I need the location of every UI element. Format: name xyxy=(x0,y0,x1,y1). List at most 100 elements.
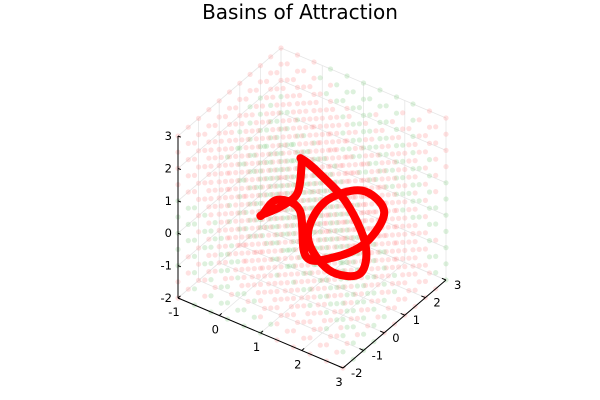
z-tick-label: 3 xyxy=(165,129,172,143)
basin-point xyxy=(416,182,422,188)
basin-point xyxy=(334,284,340,290)
basin-point xyxy=(360,210,367,216)
basin-point xyxy=(191,286,198,292)
basin-point xyxy=(327,147,334,153)
basin-point xyxy=(311,197,317,203)
basin-point xyxy=(369,250,375,256)
basin-point xyxy=(270,224,276,230)
basin-point xyxy=(350,154,356,160)
basin-point xyxy=(311,294,317,300)
basin-point xyxy=(342,235,348,241)
basin-point xyxy=(216,211,222,217)
basin-point xyxy=(344,308,350,314)
basin-point xyxy=(226,105,233,111)
basin-point xyxy=(338,260,344,266)
basin-point xyxy=(307,84,313,90)
basin-point xyxy=(272,183,278,189)
basin-point xyxy=(247,217,253,223)
basin-point xyxy=(284,158,290,164)
basin-point xyxy=(253,152,259,158)
basin-point xyxy=(402,280,408,286)
basin-point xyxy=(377,119,383,125)
basin-point xyxy=(233,218,239,224)
basin-point xyxy=(229,210,235,216)
basin-point xyxy=(348,283,354,289)
basin-point xyxy=(292,133,299,139)
basin-point xyxy=(309,140,315,146)
basin-point xyxy=(272,135,278,141)
basin-point xyxy=(344,89,350,95)
basin-point xyxy=(325,212,332,218)
basin-point xyxy=(253,136,259,142)
basin-point xyxy=(360,112,367,118)
basin-point xyxy=(257,63,263,69)
basin-point xyxy=(239,185,245,191)
basin-point xyxy=(379,160,385,166)
basin-point xyxy=(369,185,375,191)
basin-point xyxy=(301,319,307,325)
basin-point xyxy=(344,340,350,346)
basin-point xyxy=(383,151,389,157)
basin-point xyxy=(239,234,245,240)
basin-point xyxy=(358,291,365,297)
basin-point xyxy=(319,131,325,137)
basin-point xyxy=(406,288,412,294)
basin-point xyxy=(305,181,311,187)
basin-point xyxy=(251,217,257,223)
basin-point xyxy=(375,184,381,190)
basin-point xyxy=(381,281,387,287)
basin-point xyxy=(426,238,433,244)
z-tick-label: 2 xyxy=(165,161,172,175)
basin-point xyxy=(334,130,340,136)
basin-point xyxy=(268,159,274,165)
basin-point xyxy=(400,110,406,116)
basin-point xyxy=(301,197,307,203)
basin-point xyxy=(290,174,296,180)
basin-point xyxy=(235,291,241,297)
basin-point xyxy=(241,291,247,297)
basin-point xyxy=(383,135,389,141)
basin-point xyxy=(301,270,307,276)
basin-point xyxy=(354,283,360,289)
basin-point xyxy=(280,102,286,108)
basin-point xyxy=(344,259,350,265)
basin-point xyxy=(253,249,259,255)
basin-point xyxy=(216,179,222,185)
basin-point xyxy=(373,241,379,247)
basin-point xyxy=(284,263,290,269)
basin-point xyxy=(276,110,282,116)
basin-point xyxy=(274,70,280,76)
basin-point xyxy=(358,194,365,200)
basin-point xyxy=(332,163,338,169)
basin-point xyxy=(251,152,257,158)
basin-point xyxy=(360,96,367,102)
basin-point xyxy=(336,236,342,242)
basin-point xyxy=(303,270,309,276)
basin-point xyxy=(268,151,274,157)
basin-point xyxy=(268,256,274,262)
basin-point xyxy=(239,121,245,127)
basin-point xyxy=(367,225,373,231)
basin-point xyxy=(340,179,346,185)
basin-point xyxy=(433,124,439,130)
basin-point xyxy=(292,117,299,123)
basin-point xyxy=(332,293,338,299)
basin-point xyxy=(348,235,354,241)
basin-point xyxy=(385,273,391,279)
basin-point xyxy=(313,229,319,235)
basin-point xyxy=(212,187,218,193)
basin-point xyxy=(241,210,247,216)
basin-point xyxy=(303,108,309,114)
basin-point xyxy=(235,242,241,248)
basin-point xyxy=(346,146,352,152)
basin-point xyxy=(247,185,253,191)
basin-point xyxy=(332,228,338,234)
basin-point xyxy=(222,211,228,217)
basin-point xyxy=(286,150,292,156)
basin-point xyxy=(323,91,329,97)
basin-point xyxy=(433,205,439,211)
basin-point xyxy=(412,239,418,245)
basin-point xyxy=(249,209,255,215)
basin-point xyxy=(274,272,280,278)
